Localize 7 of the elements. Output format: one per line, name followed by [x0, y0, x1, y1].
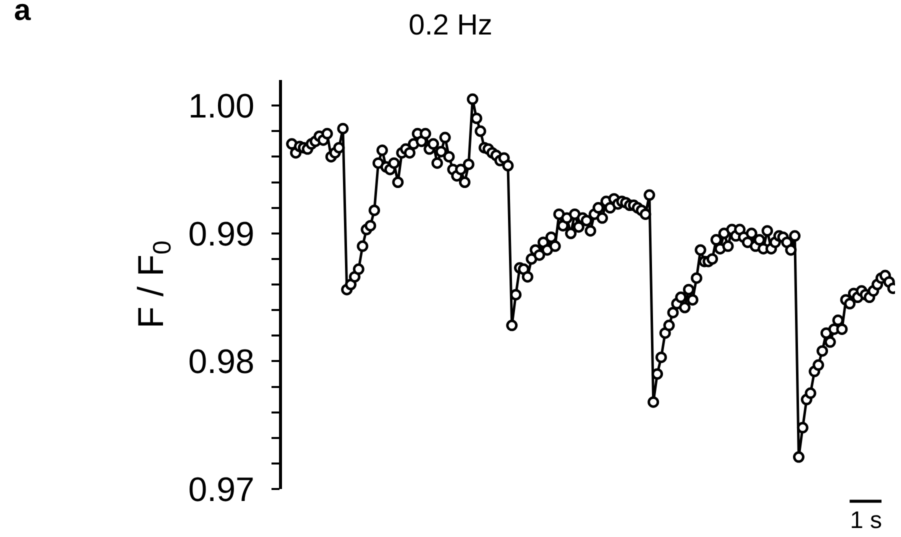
y-tick-label: 0.99 — [188, 215, 254, 254]
chart-title: 0.2 Hz — [408, 9, 492, 42]
y-tick-label: 1.00 — [188, 87, 254, 126]
y-tick-label: 0.98 — [188, 343, 254, 382]
y-tick-label: 0.97 — [188, 470, 254, 509]
text: a — [14, 0, 31, 27]
text: 1 s — [850, 507, 882, 534]
